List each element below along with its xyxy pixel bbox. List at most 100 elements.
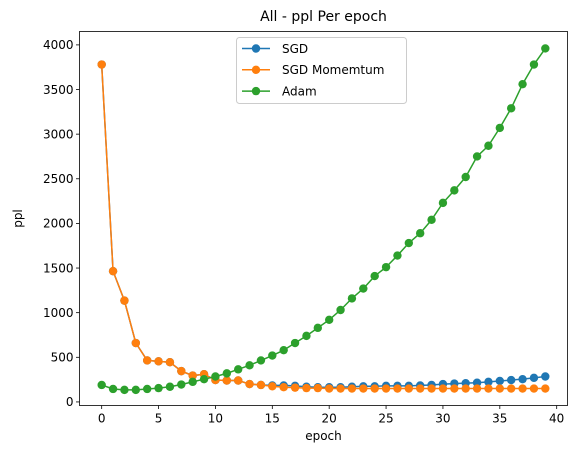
- data-point-1-7: [177, 366, 186, 376]
- data-point-1-4: [142, 356, 152, 365]
- data-point-2-25: [381, 262, 391, 272]
- data-point-1-2: [120, 296, 129, 305]
- data-point-2-10: [211, 372, 220, 381]
- x-tick-label-5: 25: [378, 412, 393, 426]
- legend-box: [236, 37, 407, 104]
- data-point-2-8: [188, 377, 197, 387]
- data-point-2-11: [222, 369, 232, 378]
- data-point-2-15: [268, 351, 277, 360]
- data-point-0-38: [529, 373, 539, 383]
- x-tick-label-4: 20: [322, 412, 337, 426]
- y-axis-label: ppl: [11, 209, 25, 228]
- data-point-1-22: [347, 384, 357, 393]
- y-tick-label-5: 2500: [43, 172, 74, 186]
- data-point-1-37: [518, 384, 527, 393]
- data-point-0-36: [506, 375, 516, 385]
- data-point-1-33: [472, 384, 482, 393]
- data-point-2-39: [541, 44, 550, 53]
- data-point-2-20: [324, 315, 334, 325]
- data-point-1-30: [438, 384, 448, 393]
- y-tick-label-2: 1000: [43, 306, 74, 320]
- legend-marker-1: [251, 65, 261, 75]
- data-point-1-34: [484, 384, 493, 393]
- data-point-0-37: [518, 374, 527, 384]
- data-point-1-3: [131, 338, 141, 348]
- data-point-2-38: [529, 60, 539, 69]
- series-0: [97, 60, 550, 392]
- data-point-1-35: [495, 384, 505, 393]
- data-point-1-31: [450, 384, 459, 393]
- data-point-2-19: [313, 323, 323, 333]
- data-point-2-13: [245, 361, 254, 370]
- data-point-2-35: [495, 123, 505, 133]
- data-point-1-24: [370, 384, 379, 393]
- data-point-1-5: [154, 357, 163, 366]
- data-point-0-39: [541, 372, 550, 381]
- data-point-2-33: [472, 152, 482, 161]
- data-point-2-21: [336, 305, 345, 315]
- data-point-2-5: [154, 383, 163, 393]
- x-tick-label-8: 40: [549, 412, 564, 426]
- data-point-1-8: [188, 371, 197, 380]
- data-point-1-12: [233, 376, 243, 385]
- data-point-2-12: [233, 365, 243, 374]
- y-tick-label-4: 2000: [43, 217, 74, 231]
- data-point-2-37: [518, 79, 527, 89]
- data-point-1-11: [222, 376, 232, 385]
- data-point-1-1: [108, 266, 118, 276]
- data-point-2-4: [142, 384, 152, 394]
- data-point-1-29: [427, 384, 436, 393]
- data-point-2-27: [404, 238, 414, 248]
- data-point-1-28: [415, 384, 425, 393]
- legend-label-1: SGD Momemtum: [282, 63, 384, 77]
- data-point-2-23: [359, 284, 368, 293]
- y-tick-label-6: 3000: [43, 127, 74, 141]
- data-point-1-21: [336, 384, 345, 393]
- x-tick-label-3: 15: [265, 412, 280, 426]
- x-axis-label: epoch: [305, 429, 342, 443]
- x-tick-label-1: 5: [155, 412, 163, 426]
- data-point-1-25: [381, 384, 391, 393]
- data-point-2-30: [438, 198, 448, 208]
- series-line-2: [101, 48, 546, 391]
- legend-label-2: Adam: [282, 84, 317, 98]
- data-point-1-32: [461, 384, 470, 393]
- legend: SGD SGD Momemtum Adam: [236, 37, 407, 104]
- data-point-1-23: [359, 384, 368, 393]
- data-point-1-17: [290, 383, 300, 392]
- series-2: [97, 44, 550, 395]
- data-point-2-26: [393, 251, 402, 260]
- chart-title: All - ppl Per epoch: [260, 9, 387, 25]
- data-point-1-36: [506, 384, 516, 393]
- y-tick-label-8: 4000: [43, 38, 74, 52]
- x-tick-label-2: 10: [208, 412, 223, 426]
- data-point-1-0: [97, 60, 106, 69]
- x-tick-label-0: 0: [98, 412, 106, 426]
- data-point-0-33: [472, 378, 482, 387]
- data-point-2-34: [484, 141, 493, 150]
- data-point-2-28: [415, 229, 425, 238]
- data-point-1-27: [404, 384, 414, 393]
- data-point-2-17: [290, 338, 300, 348]
- data-point-0-35: [495, 376, 505, 386]
- data-point-2-0: [97, 380, 106, 390]
- data-point-0-34: [484, 377, 493, 387]
- series-layer: [97, 44, 550, 395]
- x-axis: 0 5 10 15 20 25 30 35 40: [98, 405, 564, 426]
- data-point-2-18: [302, 331, 311, 341]
- x-tick-label-6: 30: [435, 412, 450, 426]
- data-point-2-36: [506, 104, 516, 113]
- data-point-1-13: [245, 379, 254, 389]
- series-1: [97, 60, 550, 393]
- data-point-2-3: [131, 385, 141, 395]
- y-tick-label-0: 0: [66, 395, 74, 409]
- data-point-2-24: [370, 271, 379, 281]
- data-point-1-19: [313, 383, 323, 393]
- series-line-1: [100, 64, 546, 390]
- y-tick-label-1: 500: [51, 351, 74, 365]
- x-tick-label-7: 35: [492, 412, 507, 426]
- data-point-1-15: [268, 382, 277, 391]
- data-point-2-22: [347, 294, 357, 303]
- y-axis: 0 500 1000 1500 2000 2500 3000 3500 4000: [43, 38, 80, 409]
